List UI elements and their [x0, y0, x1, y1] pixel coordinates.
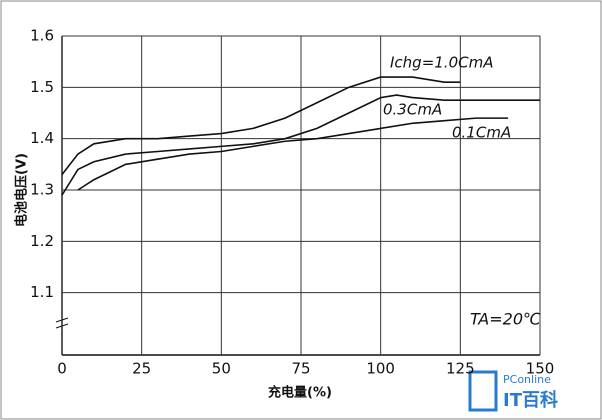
x-tick-label: 150 [526, 360, 555, 378]
y-tick-label: 1.1 [30, 283, 54, 301]
logo-icon [468, 370, 498, 412]
x-tick-label: 25 [132, 360, 151, 378]
legend-label: 0.3CmA [383, 101, 442, 119]
x-tick-label: 0 [57, 360, 67, 378]
x-tick-label: 125 [446, 360, 475, 378]
series-line [77, 117, 509, 191]
y-tick-label: 1.6 [30, 27, 54, 45]
x-axis-label: 充电量(%) [268, 385, 332, 401]
y-tick-label: 1.4 [30, 129, 54, 147]
legend-label: Ichg=1.0CmA [390, 54, 493, 72]
legend-label: 0.1CmA [452, 124, 511, 142]
series-line [61, 94, 540, 196]
watermark-brand: PConline [503, 373, 551, 386]
y-axis-label: 电池电压(V) [14, 153, 30, 227]
watermark-name: IT百科 [503, 389, 558, 411]
x-tick-label: 75 [291, 360, 310, 378]
y-tick-label: 1.2 [30, 232, 54, 250]
x-tick-label: 50 [212, 360, 231, 378]
x-tick-label: 100 [366, 360, 395, 378]
y-tick-label: 1.5 [30, 78, 54, 96]
y-tick-label: 1.3 [30, 181, 54, 199]
annotation: TA=20℃ [470, 310, 541, 329]
series-line [61, 76, 461, 176]
